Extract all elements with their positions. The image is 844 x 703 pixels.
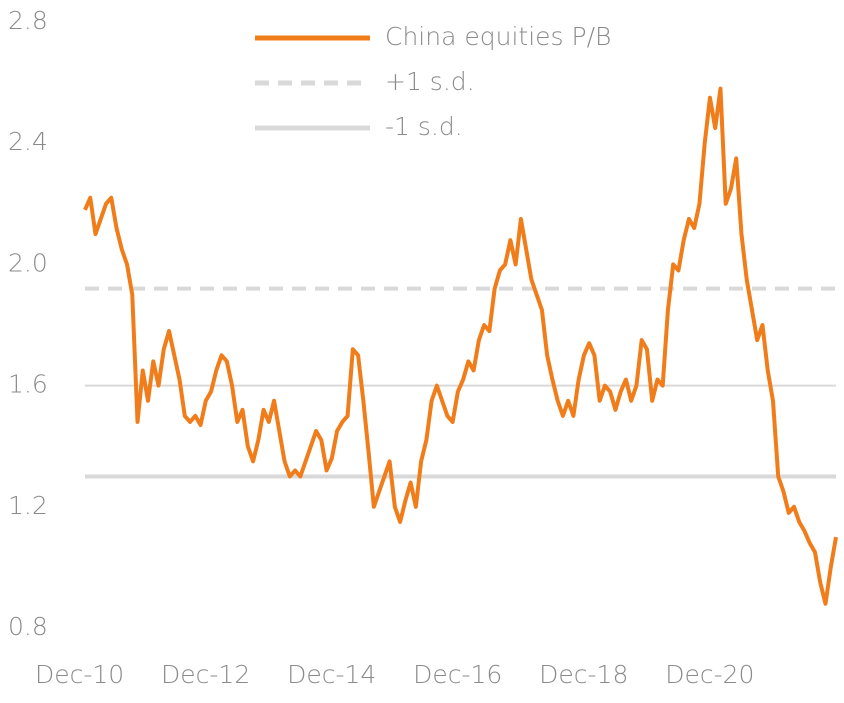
- y-tick-label: 2.8: [8, 6, 48, 35]
- x-tick-label: Dec-18: [539, 660, 628, 689]
- series-line: [83, 86, 838, 606]
- y-tick-label: 0.8: [8, 612, 48, 641]
- y-tick-label: 2.4: [8, 127, 48, 156]
- y-tick-label: 2.0: [8, 248, 48, 277]
- legend-label: -1 s.d.: [385, 112, 463, 141]
- y-tick-label: 1.2: [8, 491, 48, 520]
- legend-label: China equities P/B: [385, 22, 611, 51]
- legend-label: +1 s.d.: [385, 67, 475, 96]
- x-tick-label: Dec-14: [287, 660, 376, 689]
- x-tick-label: Dec-10: [35, 660, 124, 689]
- y-tick-label: 1.6: [8, 370, 48, 399]
- x-tick-label: Dec-20: [665, 660, 754, 689]
- x-tick-label: Dec-12: [161, 660, 250, 689]
- x-tick-label: Dec-16: [413, 660, 502, 689]
